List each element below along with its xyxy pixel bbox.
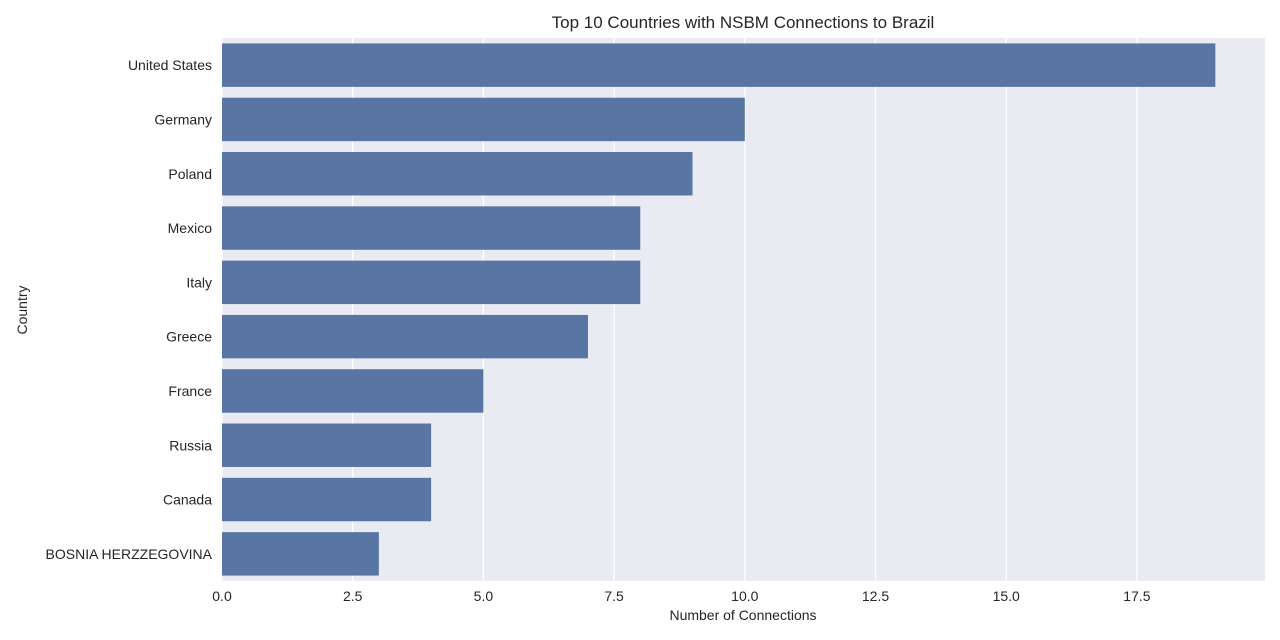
- bar: [222, 314, 588, 359]
- y-axis-label: Country: [14, 285, 30, 334]
- y-tick-label: Mexico: [168, 220, 213, 236]
- y-tick-label: United States: [128, 57, 212, 73]
- bar: [222, 152, 693, 196]
- x-tick-label: 5.0: [474, 588, 494, 604]
- x-tick-label: 15.0: [993, 588, 1020, 604]
- bars: [222, 43, 1216, 576]
- chart-title: Top 10 Countries with NSBM Connections t…: [552, 13, 935, 32]
- x-axis-label: Number of Connections: [669, 607, 816, 623]
- x-tick-label: 12.5: [862, 588, 889, 604]
- y-tick-label: Greece: [166, 329, 212, 345]
- bar: [222, 43, 1216, 87]
- x-tick-label: 17.5: [1123, 588, 1150, 604]
- y-tick-label: Russia: [169, 437, 212, 453]
- y-tick-label: Germany: [154, 111, 212, 127]
- bar: [222, 206, 641, 250]
- bar: [222, 97, 745, 142]
- x-tick-labels: 0.0 2.5 5.0 7.5 10.0 12.5 15.0 17.5: [212, 588, 1150, 604]
- y-tick-label: France: [168, 383, 212, 399]
- bar: [222, 423, 432, 467]
- y-tick-labels: United States Germany Poland Mexico Italy Gre…: [46, 57, 213, 562]
- bar: [222, 260, 641, 305]
- x-tick-label: 10.0: [731, 588, 758, 604]
- bar: [222, 369, 484, 413]
- y-tick-label: Italy: [186, 274, 212, 290]
- y-tick-label: Poland: [168, 166, 212, 182]
- y-tick-label: BOSNIA HERZZEGOVINA: [46, 546, 213, 562]
- x-tick-label: 7.5: [604, 588, 624, 604]
- x-tick-label: 2.5: [343, 588, 363, 604]
- bar: [222, 532, 379, 576]
- y-tick-label: Canada: [163, 492, 212, 508]
- x-tick-label: 0.0: [212, 588, 232, 604]
- bar: [222, 477, 432, 522]
